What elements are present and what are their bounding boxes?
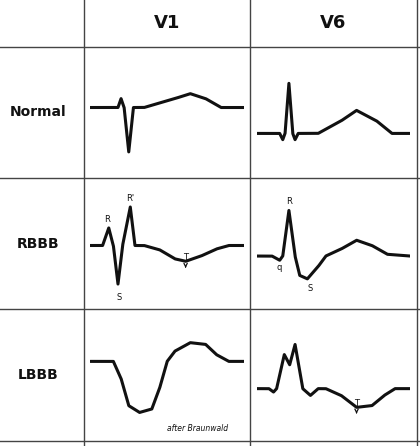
Text: R: R — [286, 197, 292, 206]
Text: V6: V6 — [320, 14, 346, 33]
Text: T: T — [354, 399, 359, 409]
Text: after Braunwald: after Braunwald — [167, 424, 228, 433]
Text: T: T — [183, 253, 188, 262]
Text: q: q — [277, 263, 282, 272]
Text: Normal: Normal — [10, 105, 66, 120]
Text: V1: V1 — [154, 14, 180, 33]
Text: RBBB: RBBB — [16, 237, 59, 251]
Text: LBBB: LBBB — [17, 368, 58, 382]
Text: R: R — [104, 215, 110, 224]
Text: R': R' — [126, 194, 134, 202]
Text: S: S — [116, 293, 121, 302]
Text: S: S — [308, 284, 313, 293]
